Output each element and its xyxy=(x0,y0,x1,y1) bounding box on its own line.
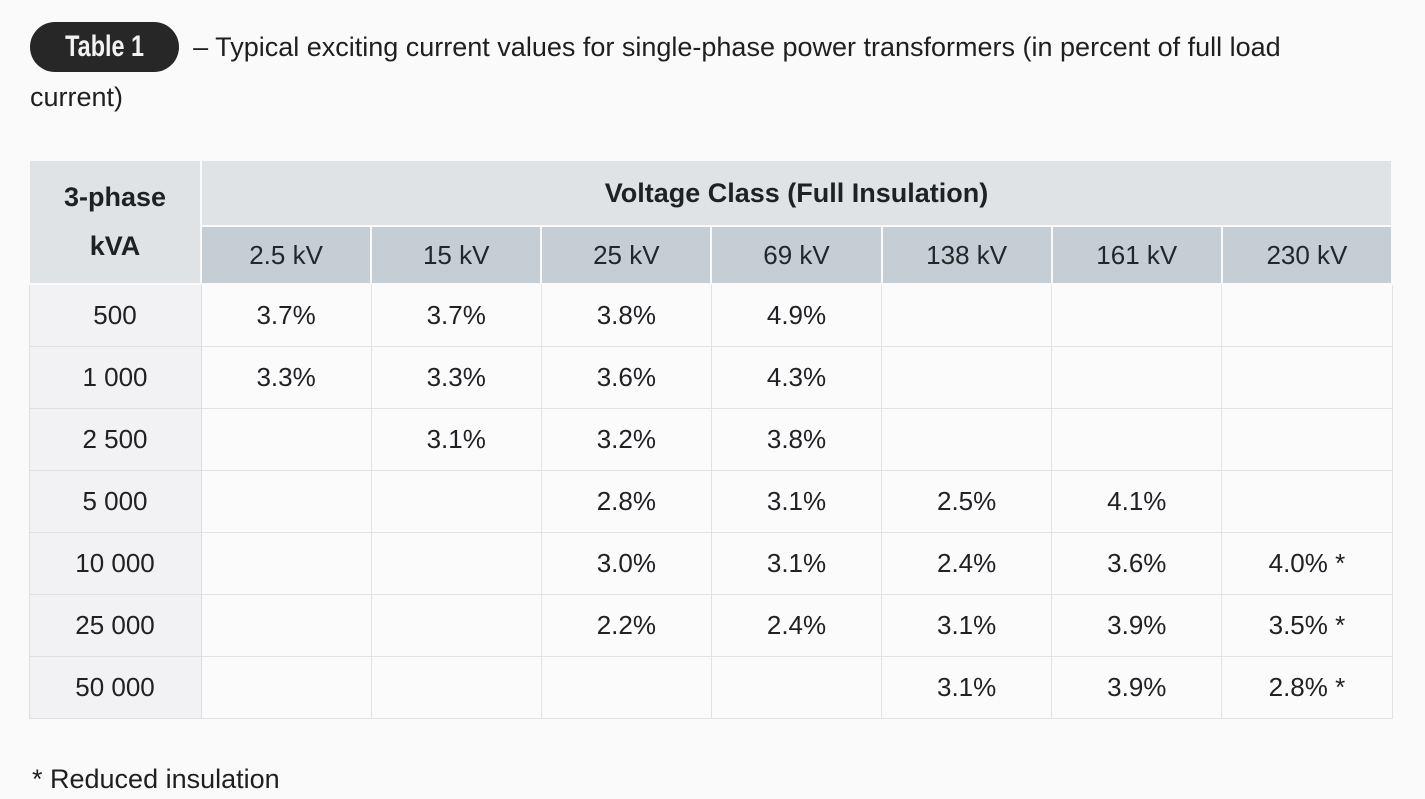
kva-row-header: 2 500 xyxy=(28,408,202,471)
value-cell: 3.2% xyxy=(540,408,712,471)
value-cell xyxy=(200,532,372,595)
value-cell xyxy=(1051,283,1223,347)
value-cell: 3.8% xyxy=(710,408,883,471)
table-row-1000: 1 000 3.3% 3.3% 3.6% 4.3% xyxy=(28,346,1393,409)
value-cell: 3.1% xyxy=(710,532,883,595)
kva-row-header: 50 000 xyxy=(28,656,202,719)
value-cell xyxy=(370,656,542,719)
value-cell xyxy=(200,408,372,471)
value-cell: 3.5% * xyxy=(1221,594,1393,657)
value-cell: 3.1% xyxy=(881,656,1053,719)
table-row-25000: 25 000 2.2% 2.4% 3.1% 3.9% 3.5% * xyxy=(28,594,1393,657)
table-badge: Table 1 xyxy=(30,22,180,72)
table-row-500: 500 3.7% 3.7% 3.8% 4.9% xyxy=(28,283,1393,347)
kva-row-header: 500 xyxy=(28,283,202,347)
footnote-reduced-insulation: * Reduced insulation xyxy=(32,764,280,794)
value-cell: 4.3% xyxy=(710,346,883,409)
value-cell xyxy=(881,346,1053,409)
col-header-161kv: 161 kV xyxy=(1050,225,1223,285)
kva-row-header: 10 000 xyxy=(28,532,202,595)
column-header-row: 2.5 kV 15 kV 25 kV 69 kV 138 kV 161 kV 2… xyxy=(29,225,1394,285)
value-cell: 2.4% xyxy=(881,532,1053,595)
col-header-15kv: 15 kV xyxy=(370,225,543,285)
corner-header-line1: 3-phase xyxy=(63,182,167,212)
value-cell xyxy=(200,594,372,657)
value-cell: 3.7% xyxy=(200,283,372,347)
value-cell: 2.4% xyxy=(710,594,883,657)
col-header-138kv: 138 kV xyxy=(880,225,1053,285)
table-row-2500: 2 500 3.1% 3.2% 3.8% xyxy=(28,408,1393,471)
value-cell xyxy=(370,470,542,533)
value-cell: 3.6% xyxy=(540,346,712,409)
value-cell: 3.3% xyxy=(200,346,372,409)
value-cell xyxy=(881,283,1053,347)
exciting-current-table: 3-phase kVA Voltage Class (Full Insulati… xyxy=(28,159,1394,719)
corner-header-kva: 3-phase kVA xyxy=(28,159,202,285)
corner-header-line2: kVA xyxy=(89,231,141,261)
value-cell: 4.1% xyxy=(1051,470,1223,533)
col-header-69kv: 69 kV xyxy=(710,225,883,285)
table-caption: Table 1– Typical exciting current values… xyxy=(0,0,1375,122)
value-cell xyxy=(370,532,542,595)
col-header-2-5kv: 2.5 kV xyxy=(199,225,373,285)
value-cell: 2.8% * xyxy=(1221,656,1393,719)
value-cell xyxy=(710,656,883,719)
value-cell: 3.0% xyxy=(540,532,712,595)
table-caption-text: – Typical exciting current values for si… xyxy=(30,32,1281,112)
value-cell: 3.8% xyxy=(540,283,712,347)
kva-row-header: 5 000 xyxy=(28,470,202,533)
col-header-25kv: 25 kV xyxy=(540,225,713,285)
value-cell: 3.6% xyxy=(1051,532,1223,595)
value-cell xyxy=(1221,283,1393,347)
value-cell xyxy=(1221,470,1393,533)
value-cell: 3.9% xyxy=(1051,656,1223,719)
value-cell xyxy=(1221,408,1393,471)
value-cell: 2.2% xyxy=(540,594,712,657)
table-row-5000: 5 000 2.8% 3.1% 2.5% 4.1% xyxy=(28,470,1393,533)
group-header-row: 3-phase kVA Voltage Class (Full Insulati… xyxy=(28,159,1393,285)
value-cell: 2.5% xyxy=(881,470,1053,533)
table-row-10000: 10 000 3.0% 3.1% 2.4% 3.6% 4.0% * xyxy=(28,532,1393,595)
value-cell: 3.3% xyxy=(370,346,542,409)
kva-row-header: 1 000 xyxy=(28,346,202,409)
table-badge-label: Table 1 xyxy=(65,30,145,63)
value-cell: 3.9% xyxy=(1051,594,1223,657)
value-cell: 3.1% xyxy=(710,470,883,533)
col-header-230kv: 230 kV xyxy=(1220,225,1394,285)
value-cell: 3.1% xyxy=(370,408,542,471)
value-cell xyxy=(1221,346,1393,409)
kva-row-header: 25 000 xyxy=(28,594,202,657)
value-cell: 3.7% xyxy=(370,283,542,347)
value-cell xyxy=(200,470,372,533)
value-cell xyxy=(1051,346,1223,409)
table-row-50000: 50 000 3.1% 3.9% 2.8% * xyxy=(28,656,1393,719)
value-cell xyxy=(370,594,542,657)
value-cell xyxy=(1051,408,1223,471)
value-cell: 3.1% xyxy=(881,594,1053,657)
value-cell: 4.9% xyxy=(710,283,883,347)
value-cell xyxy=(881,408,1053,471)
value-cell: 4.0% * xyxy=(1221,532,1393,595)
value-cell xyxy=(540,656,712,719)
value-cell: 2.8% xyxy=(540,470,712,533)
voltage-class-group-header: Voltage Class (Full Insulation) xyxy=(200,159,1393,227)
value-cell xyxy=(200,656,372,719)
